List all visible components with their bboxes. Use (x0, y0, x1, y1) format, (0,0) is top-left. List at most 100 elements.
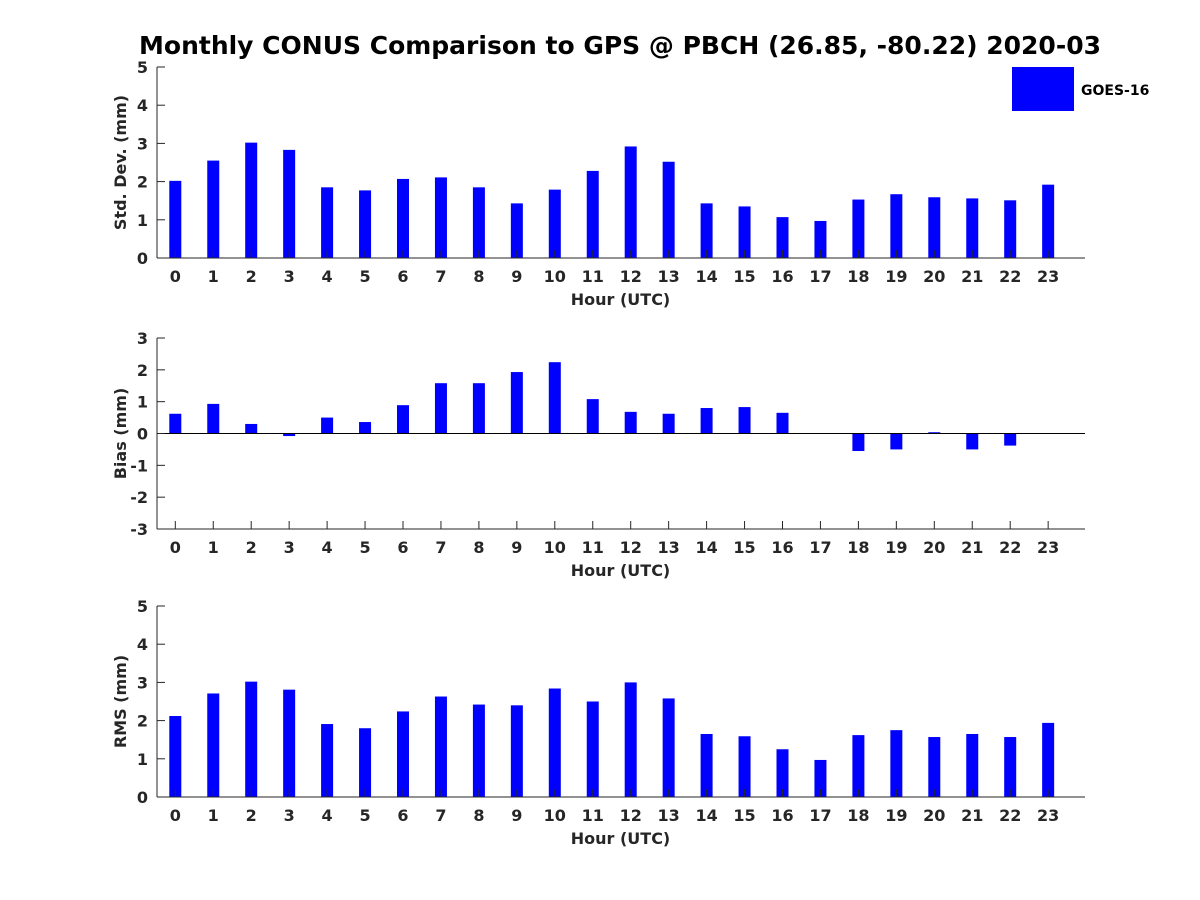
bar (814, 759, 827, 797)
x-tick-label: 9 (511, 538, 522, 557)
x-tick-label: 4 (322, 267, 333, 286)
x-tick-label: 8 (473, 806, 484, 825)
x-tick-label: 5 (359, 806, 370, 825)
x-tick-label: 2 (246, 538, 257, 557)
x-tick-label: 1 (208, 538, 219, 557)
x-tick-label: 21 (961, 806, 983, 825)
y-tick-label: -1 (130, 456, 148, 475)
bar (776, 412, 789, 434)
y-tick-label: 2 (137, 173, 148, 192)
bar (1042, 722, 1055, 797)
y-tick-label: 1 (137, 750, 148, 769)
x-tick-label: 12 (620, 538, 642, 557)
bar (169, 180, 182, 258)
x-tick-label: 10 (544, 538, 566, 557)
x-tick-label: 7 (435, 538, 446, 557)
x-tick-label: 3 (284, 806, 295, 825)
x-tick-label: 18 (847, 806, 869, 825)
x-tick-label: 14 (695, 806, 717, 825)
x-tick-label: 9 (511, 806, 522, 825)
bar (700, 203, 713, 258)
x-tick-label: 23 (1037, 806, 1059, 825)
x-tick-label: 11 (582, 806, 604, 825)
y-tick-label: 1 (137, 393, 148, 412)
x-tick-label: 21 (961, 267, 983, 286)
bar (928, 737, 941, 797)
y-tick-label: 0 (137, 425, 148, 444)
bar (700, 733, 713, 797)
bar (169, 716, 182, 797)
y-tick-label: 2 (137, 712, 148, 731)
x-tick-label: 5 (359, 267, 370, 286)
x-tick-label: 12 (620, 267, 642, 286)
bar (207, 160, 220, 258)
bar (245, 142, 258, 258)
bar (586, 170, 599, 258)
x-tick-label: 19 (885, 538, 907, 557)
y-tick-label: 4 (137, 96, 148, 115)
bar (548, 362, 561, 434)
bar (890, 730, 903, 797)
figure-title: Monthly CONUS Comparison to GPS @ PBCH (… (139, 31, 1101, 60)
x-tick-label: 15 (733, 806, 755, 825)
y-tick-label: 1 (137, 211, 148, 230)
bar (207, 693, 220, 797)
x-tick-label: 14 (695, 267, 717, 286)
x-tick-label: 9 (511, 267, 522, 286)
x-tick-label: 0 (170, 806, 181, 825)
x-tick-label: 12 (620, 806, 642, 825)
bar (700, 408, 713, 434)
x-tick-label: 2 (246, 806, 257, 825)
x-tick-label: 20 (923, 538, 945, 557)
bar (966, 433, 979, 450)
x-tick-label: 16 (771, 267, 793, 286)
x-tick-label: 6 (397, 267, 408, 286)
y-tick-label: 5 (137, 58, 148, 77)
y-tick-label: 3 (137, 134, 148, 153)
x-tick-label: 10 (544, 267, 566, 286)
bar (890, 194, 903, 258)
x-tick-label: 13 (658, 538, 680, 557)
x-tick-label: 18 (847, 267, 869, 286)
bar (283, 149, 296, 258)
bar (928, 197, 941, 258)
x-tick-label: 13 (658, 806, 680, 825)
bar (434, 696, 447, 797)
x-tick-label: 22 (999, 267, 1021, 286)
x-tick-label: 5 (359, 538, 370, 557)
bar (624, 411, 637, 434)
bar (169, 413, 182, 434)
x-tick-label: 0 (170, 267, 181, 286)
bar (890, 433, 903, 450)
bar (624, 682, 637, 797)
x-tick-label: 11 (582, 538, 604, 557)
bar (776, 749, 789, 797)
bar (434, 177, 447, 258)
bar (738, 206, 751, 258)
x-tick-label: 17 (809, 267, 831, 286)
x-tick-label: 7 (435, 267, 446, 286)
y-axis-label: Std. Dev. (mm) (111, 95, 130, 230)
x-tick-label: 16 (771, 806, 793, 825)
bar (472, 383, 485, 434)
bar (510, 705, 523, 797)
y-tick-label: 0 (137, 788, 148, 807)
y-tick-label: -2 (130, 488, 148, 507)
x-tick-label: 3 (284, 538, 295, 557)
x-tick-label: 4 (322, 806, 333, 825)
bar (1004, 200, 1017, 258)
x-tick-label: 14 (695, 538, 717, 557)
bar (397, 711, 409, 797)
y-tick-label: 3 (137, 329, 148, 348)
x-tick-label: 18 (847, 538, 869, 557)
bar (472, 704, 485, 797)
y-tick-label: 3 (137, 673, 148, 692)
bar (245, 423, 258, 434)
bar (776, 217, 789, 258)
bar (928, 432, 941, 434)
legend-swatch (1012, 67, 1074, 111)
